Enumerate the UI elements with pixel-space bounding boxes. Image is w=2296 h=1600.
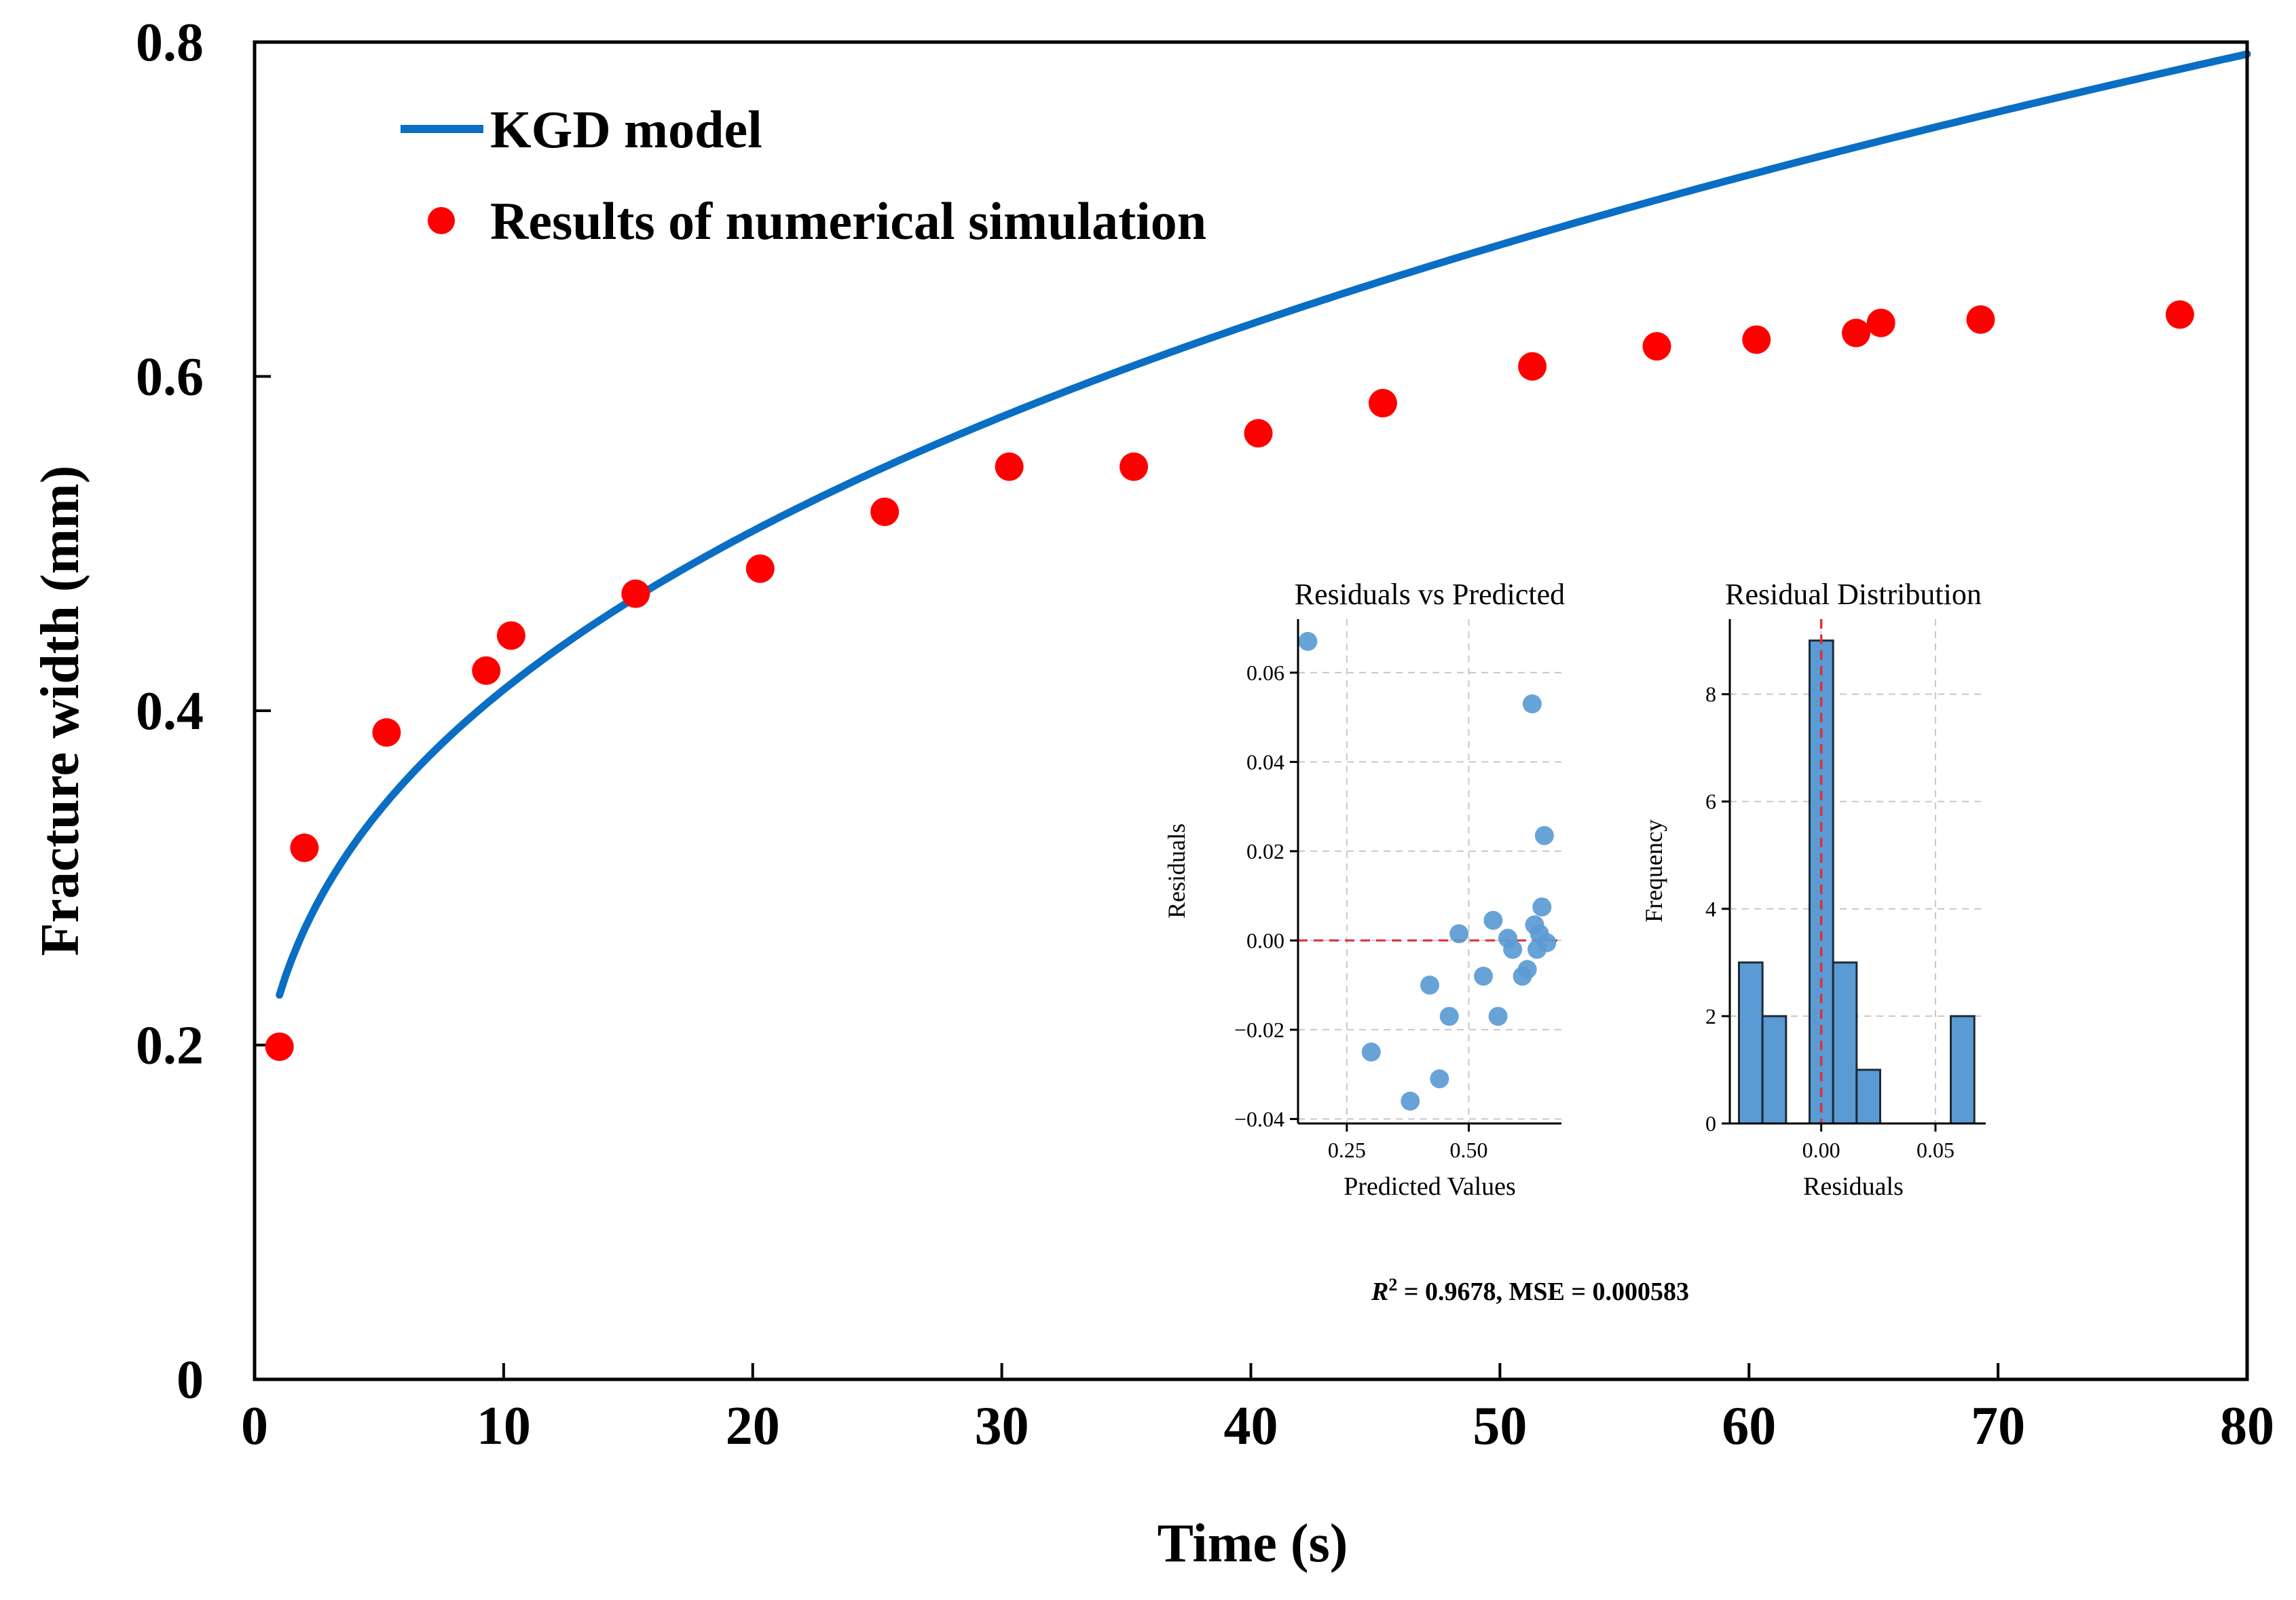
histogram-bar — [1737, 961, 1764, 1125]
kgd-model-curve — [276, 50, 2251, 999]
simulation-point — [1119, 452, 1149, 481]
inset1-y-tick-label: 0.04 — [1246, 749, 1284, 774]
residual-point — [1517, 960, 1537, 980]
inset2-y-label: Frequency — [1640, 819, 1667, 923]
inset1-x-label: Predicted Values — [1344, 1172, 1516, 1201]
main-x-tick-label: 50 — [1473, 1396, 1527, 1456]
simulation-point — [2165, 300, 2194, 329]
simulation-point — [1866, 308, 1895, 337]
main-x-tick-label: 20 — [726, 1396, 780, 1456]
residual-point — [1439, 1007, 1459, 1026]
inset1-y-tick-label: −0.02 — [1234, 1018, 1284, 1042]
simulation-point — [1842, 318, 1871, 348]
inset1-ticks: 0.25 0.50 −0.04 −0.02 0.00 0.02 0.04 0.06 — [1234, 661, 1488, 1162]
inset2-x-label: Residuals — [1803, 1172, 1904, 1201]
histogram-bar — [1855, 1068, 1881, 1125]
inset1-y-label: Residuals — [1163, 823, 1190, 918]
histogram-bar — [1832, 961, 1858, 1125]
residuals-vs-predicted-inset: 0.25 0.50 −0.04 −0.02 0.00 0.02 0.04 0.06 Resid… — [1163, 578, 1565, 1201]
residual-point — [1449, 924, 1469, 944]
inset2-y-tick-label: 0 — [1705, 1111, 1716, 1136]
residual-point — [1430, 1069, 1449, 1089]
simulation-point — [995, 452, 1024, 481]
inset2-y-tick-label: 4 — [1705, 897, 1716, 921]
kgd-curve-layer — [276, 50, 2251, 999]
histogram-bar — [1949, 1015, 1976, 1125]
simulation-point — [1368, 388, 1397, 417]
main-x-tick-label: 40 — [1224, 1396, 1278, 1456]
main-y-tick-label: 0.6 — [136, 348, 204, 407]
residual-point — [1522, 694, 1542, 713]
histogram-bar — [1761, 1015, 1788, 1125]
residual-point — [1534, 825, 1554, 845]
fit-statistics-text: = 0.9678, MSE = 0.000583 — [1397, 1278, 1689, 1306]
simulation-point — [621, 579, 650, 608]
residual-point — [1532, 897, 1552, 917]
inset2-x-tick-label: 0.05 — [1917, 1138, 1955, 1162]
inset1-x-tick-label: 0.25 — [1328, 1138, 1366, 1162]
inset2-y-tick-label: 6 — [1705, 789, 1716, 814]
legend-label-kgd: KGD model — [490, 100, 762, 159]
simulation-point — [372, 718, 401, 747]
residual-distribution-inset: 0.00 0.05 0 2 4 6 8 Residual Distribution Resi… — [1640, 578, 1986, 1201]
residual-point — [1488, 1007, 1508, 1026]
main-x-tick-label: 0 — [241, 1396, 268, 1456]
main-y-tick-label: 0.4 — [136, 682, 204, 741]
inset1-y-tick-label: −0.04 — [1234, 1106, 1284, 1131]
residual-point — [1537, 933, 1557, 952]
simulation-point — [1966, 305, 1995, 334]
simulation-point — [745, 554, 775, 583]
residual-point — [1474, 967, 1494, 986]
main-y-tick-label: 0 — [177, 1350, 204, 1410]
inset1-title: Residuals vs Predicted — [1295, 578, 1565, 611]
main-y-tick-label: 0.8 — [136, 13, 204, 73]
legend-label-simulation: Results of numerical simulation — [490, 191, 1206, 250]
residual-point — [1503, 939, 1523, 959]
simulation-point — [290, 833, 319, 862]
inset2-y-tick-label: 2 — [1705, 1004, 1716, 1028]
inset1-grid — [1298, 619, 1561, 1123]
simulation-point — [1244, 419, 1273, 448]
main-y-axis-label: Fracture width (mm) — [31, 466, 90, 956]
simulation-point — [472, 656, 501, 685]
main-x-tick-label: 30 — [975, 1396, 1029, 1456]
main-x-tick-label: 60 — [1722, 1396, 1776, 1456]
inset1-y-tick-label: 0.00 — [1246, 928, 1284, 952]
main-x-tick-label: 70 — [1971, 1396, 2025, 1456]
main-x-axis-label: Time (s) — [1158, 1514, 1348, 1574]
main-x-tick-label: 80 — [2220, 1396, 2274, 1456]
simulation-point — [1642, 332, 1671, 361]
simulation-point — [1742, 325, 1771, 354]
inset1-points — [1298, 631, 1557, 1111]
inset1-y-tick-label: 0.06 — [1246, 661, 1284, 685]
inset1-y-tick-label: 0.02 — [1246, 839, 1284, 863]
inset2-title: Residual Distribution — [1725, 578, 1982, 611]
main-y-tick-label: 0.2 — [136, 1016, 204, 1076]
inset2-x-tick-label: 0.00 — [1802, 1138, 1840, 1162]
inset1-x-tick-label: 0.50 — [1449, 1138, 1487, 1162]
inset2-y-tick-label: 8 — [1705, 682, 1716, 707]
r2-symbol: R — [1371, 1278, 1388, 1306]
r2-superscript: 2 — [1388, 1275, 1397, 1295]
simulation-point — [265, 1032, 294, 1061]
inset2-ticks: 0.00 0.05 0 2 4 6 8 — [1705, 682, 1955, 1162]
simulation-point — [1518, 352, 1547, 381]
simulation-points-layer — [265, 300, 2194, 1061]
legend-dot-swatch — [428, 207, 455, 234]
residual-point — [1420, 975, 1439, 995]
fit-statistics-annotation: R2 = 0.9678, MSE = 0.000583 — [1371, 1275, 1689, 1307]
main-plot-frame — [253, 40, 2249, 1381]
simulation-point — [870, 497, 900, 526]
main-x-tick-label: 10 — [477, 1396, 531, 1456]
simulation-point — [496, 621, 525, 650]
residual-point — [1298, 631, 1318, 651]
residual-point — [1401, 1092, 1420, 1111]
residual-point — [1483, 910, 1503, 930]
legend: KGD model Results of numerical simulatio… — [401, 100, 1206, 250]
residual-point — [1361, 1042, 1381, 1062]
